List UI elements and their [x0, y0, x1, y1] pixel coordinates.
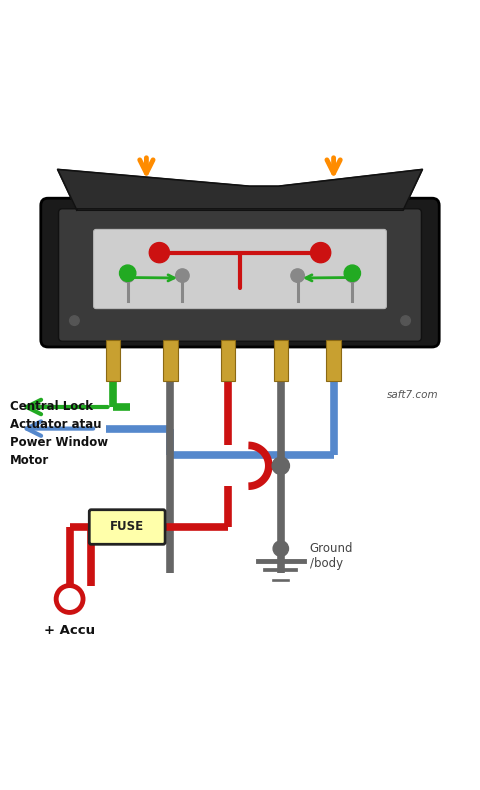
- FancyBboxPatch shape: [89, 510, 165, 544]
- Circle shape: [291, 269, 304, 282]
- Text: FUSE: FUSE: [110, 521, 144, 533]
- Circle shape: [401, 316, 410, 325]
- Circle shape: [311, 243, 331, 263]
- Text: Central Lock
Actuator atau
Power Window
Motor: Central Lock Actuator atau Power Window …: [10, 400, 108, 467]
- Circle shape: [346, 269, 359, 282]
- Text: saft7.com: saft7.com: [387, 390, 439, 400]
- Bar: [274, 340, 288, 381]
- Circle shape: [64, 310, 85, 331]
- Circle shape: [149, 243, 169, 263]
- Circle shape: [272, 457, 289, 475]
- FancyBboxPatch shape: [41, 198, 439, 347]
- Circle shape: [120, 265, 136, 281]
- Circle shape: [344, 265, 360, 281]
- FancyBboxPatch shape: [94, 229, 386, 309]
- Bar: [221, 340, 235, 381]
- Circle shape: [70, 316, 79, 325]
- Bar: [163, 340, 178, 381]
- Bar: [326, 340, 341, 381]
- Bar: [106, 340, 120, 381]
- Circle shape: [121, 269, 134, 282]
- Circle shape: [273, 541, 288, 556]
- Circle shape: [395, 310, 416, 331]
- Circle shape: [176, 269, 189, 282]
- Text: + Accu: + Accu: [44, 624, 95, 637]
- Polygon shape: [58, 169, 422, 210]
- FancyBboxPatch shape: [59, 209, 421, 341]
- Text: Ground
/body: Ground /body: [310, 542, 353, 570]
